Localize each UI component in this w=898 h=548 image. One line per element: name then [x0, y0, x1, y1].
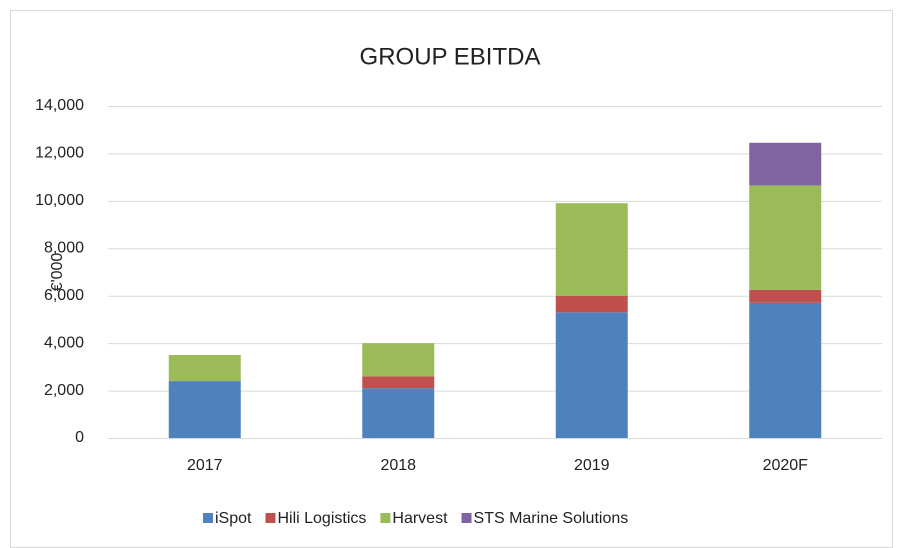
bar-segment — [362, 388, 435, 438]
bar-segment — [555, 295, 628, 313]
legend-swatch — [265, 513, 276, 523]
x-tick-label: 2019 — [574, 457, 610, 474]
legend-label: Hili Logistics — [277, 510, 366, 527]
x-tick-label: 2020F — [763, 457, 809, 474]
y-tick-label: 10,000 — [35, 192, 84, 209]
chart-border — [10, 10, 893, 548]
bar-segment — [362, 343, 435, 377]
y-tick-label: 6,000 — [44, 287, 84, 304]
y-tick-label: 14,000 — [35, 97, 84, 114]
y-axis-label: €'000 — [49, 253, 66, 292]
bar-segment — [749, 142, 822, 186]
legend-swatch — [461, 513, 472, 523]
bar-segment — [749, 302, 822, 438]
y-tick-label: 8,000 — [44, 240, 84, 257]
x-tick-label: 2018 — [380, 457, 416, 474]
bar-segment — [749, 185, 822, 290]
bar-segment — [168, 355, 241, 382]
bar-segment — [749, 289, 822, 303]
legend-swatch — [203, 513, 213, 523]
y-tick-label: 4,000 — [44, 334, 84, 351]
legend-swatch — [380, 513, 391, 523]
y-tick-label: 0 — [75, 429, 84, 446]
bar-segment — [362, 376, 435, 389]
bar-segment — [555, 203, 628, 296]
y-tick-label: 12,000 — [35, 145, 84, 162]
x-tick-label: 2017 — [187, 457, 223, 474]
bar-segment — [168, 381, 241, 438]
y-tick-label: 2,000 — [44, 382, 84, 399]
legend-label: STS Marine Solutions — [474, 510, 629, 527]
legend-label: iSpot — [215, 510, 252, 527]
chart-title: GROUP EBITDA — [360, 43, 541, 70]
bar-segment — [555, 312, 628, 438]
legend-label: Harvest — [392, 510, 448, 527]
